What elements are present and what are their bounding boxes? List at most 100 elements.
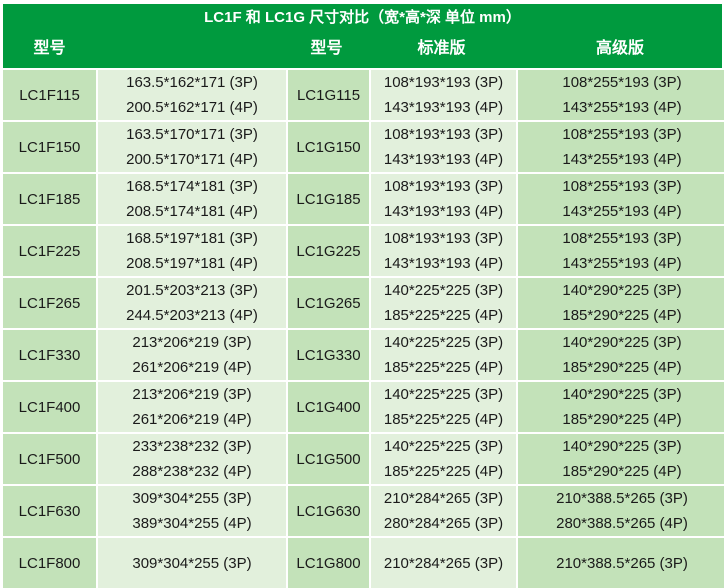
cell-text: LC1G500 bbox=[296, 450, 361, 468]
cell-text: 163.5*162*171 (3P) bbox=[126, 74, 258, 91]
cell-dims-premium: 108*255*193 (3P) 143*255*193 (4P) bbox=[518, 174, 724, 224]
cell-text: LC1F265 bbox=[18, 294, 81, 312]
cell-model-f: LC1F185 bbox=[3, 174, 96, 224]
cell-text: LC1F800 bbox=[18, 554, 81, 572]
cell-dims-f: 201.5*203*213 (3P) 244.5*203*213 (4P) bbox=[98, 278, 286, 328]
cell-text: 108*255*193 (3P) bbox=[562, 230, 682, 247]
cell-dims-standard: 108*193*193 (3P) 143*193*193 (4P) bbox=[371, 122, 516, 172]
cell-text: LC1F330 bbox=[18, 346, 81, 364]
cell-text: LC1F185 bbox=[18, 190, 81, 208]
cell-model-g: LC1G185 bbox=[288, 174, 369, 224]
cell-text: 233*238*232 (3P) bbox=[132, 438, 252, 455]
cell-text: 140*290*225 (3P) bbox=[562, 282, 682, 299]
cell-text: LC1G115 bbox=[296, 86, 361, 104]
cell-dims-f: 309*304*255 (3P) bbox=[98, 538, 286, 588]
cell-dims-f: 233*238*232 (3P) 288*238*232 (4P) bbox=[98, 434, 286, 484]
cell-dims-f: 168.5*197*181 (3P) 208.5*197*181 (4P) bbox=[98, 226, 286, 276]
cell-model-g: LC1G115 bbox=[288, 70, 369, 120]
cell-dims-premium: 140*290*225 (3P) 185*290*225 (4P) bbox=[518, 434, 724, 484]
cell-text: 185*290*225 (4P) bbox=[562, 463, 682, 480]
cell-text: 210*388.5*265 (3P) bbox=[556, 554, 688, 572]
cell-text: 143*193*193 (4P) bbox=[383, 99, 504, 116]
cell-text: LC1F630 bbox=[18, 502, 81, 520]
cell-model-f: LC1F330 bbox=[3, 330, 96, 380]
cell-model-g: LC1G800 bbox=[288, 538, 369, 588]
cell-text: 140*225*225 (3P) bbox=[383, 282, 504, 299]
cell-text: 163.5*170*171 (3P) bbox=[126, 126, 258, 143]
cell-dims-premium: 210*388.5*265 (3P) 280*388.5*265 (4P) bbox=[518, 486, 724, 536]
cell-text: 185*225*225 (4P) bbox=[383, 463, 504, 480]
cell-text: 185*225*225 (4P) bbox=[383, 359, 504, 376]
cell-dims-f: 163.5*170*171 (3P) 200.5*170*171 (4P) bbox=[98, 122, 286, 172]
header-model-f: 型号 bbox=[33, 40, 66, 57]
cell-model-g: LC1G630 bbox=[288, 486, 369, 536]
cell-text: 208.5*174*181 (4P) bbox=[126, 203, 258, 220]
cell-text: 140*290*225 (3P) bbox=[562, 438, 682, 455]
cell-text: 309*304*255 (3P) bbox=[132, 554, 252, 572]
cell-text: 140*290*225 (3P) bbox=[562, 386, 682, 403]
cell-text: 108*255*193 (3P) bbox=[562, 126, 682, 143]
cell-text: LC1G630 bbox=[296, 502, 361, 520]
header-premium: 高级版 bbox=[595, 40, 644, 57]
cell-text: 168.5*174*181 (3P) bbox=[126, 178, 258, 195]
cell-text: 108*193*193 (3P) bbox=[383, 74, 504, 91]
cell-dims-standard: 210*284*265 (3P) 280*284*265 (3P) bbox=[371, 486, 516, 536]
cell-text: 213*206*219 (3P) bbox=[132, 334, 252, 351]
cell-text: 185*290*225 (4P) bbox=[562, 307, 682, 324]
cell-text: 213*206*219 (3P) bbox=[132, 386, 252, 403]
cell-text: LC1F500 bbox=[18, 450, 81, 468]
cell-text: 309*304*255 (3P) bbox=[132, 490, 252, 507]
cell-text: 210*284*265 (3P) bbox=[383, 554, 504, 572]
cell-model-g: LC1G265 bbox=[288, 278, 369, 328]
cell-text: 185*290*225 (4P) bbox=[562, 411, 682, 428]
comparison-table: LC1F115 163.5*162*171 (3P) 200.5*162*171 (… bbox=[3, 70, 724, 588]
cell-text: 244.5*203*213 (4P) bbox=[126, 307, 258, 324]
cell-text: 185*225*225 (4P) bbox=[383, 307, 504, 324]
cell-text: 140*225*225 (3P) bbox=[383, 386, 504, 403]
cell-text: 108*193*193 (3P) bbox=[383, 126, 504, 143]
cell-text: 210*284*265 (3P) bbox=[383, 490, 504, 507]
cell-text: LC1F225 bbox=[18, 242, 81, 260]
cell-text: 143*193*193 (4P) bbox=[383, 151, 504, 168]
cell-dims-f: 309*304*255 (3P) 389*304*255 (4P) bbox=[98, 486, 286, 536]
cell-text: 143*255*193 (4P) bbox=[562, 99, 682, 116]
cell-dims-standard: 140*225*225 (3P) 185*225*225 (4P) bbox=[371, 434, 516, 484]
cell-text: LC1G400 bbox=[296, 398, 361, 416]
cell-text: LC1G800 bbox=[296, 554, 361, 572]
cell-text: 108*255*193 (3P) bbox=[562, 74, 682, 91]
cell-model-f: LC1F115 bbox=[3, 70, 96, 120]
cell-dims-standard: 108*193*193 (3P) 143*193*193 (4P) bbox=[371, 226, 516, 276]
cell-text: 280*388.5*265 (4P) bbox=[556, 515, 688, 532]
cell-dims-premium: 210*388.5*265 (3P) bbox=[518, 538, 724, 588]
cell-model-g: LC1G400 bbox=[288, 382, 369, 432]
cell-model-f: LC1F150 bbox=[3, 122, 96, 172]
cell-model-f: LC1F265 bbox=[3, 278, 96, 328]
cell-model-f: LC1F630 bbox=[3, 486, 96, 536]
cell-text: LC1F400 bbox=[18, 398, 81, 416]
cell-text: LC1G225 bbox=[296, 242, 361, 260]
cell-text: LC1F150 bbox=[18, 138, 81, 156]
cell-text: 143*193*193 (4P) bbox=[383, 255, 504, 272]
cell-dims-premium: 108*255*193 (3P) 143*255*193 (4P) bbox=[518, 226, 724, 276]
cell-model-g: LC1G330 bbox=[288, 330, 369, 380]
cell-model-f: LC1F400 bbox=[3, 382, 96, 432]
cell-model-f: LC1F225 bbox=[3, 226, 96, 276]
cell-text: LC1G150 bbox=[296, 138, 361, 156]
cell-text: 140*225*225 (3P) bbox=[383, 438, 504, 455]
cell-dims-premium: 140*290*225 (3P) 185*290*225 (4P) bbox=[518, 278, 724, 328]
cell-dims-standard: 140*225*225 (3P) 185*225*225 (4P) bbox=[371, 278, 516, 328]
cell-dims-standard: 108*193*193 (3P) 143*193*193 (4P) bbox=[371, 174, 516, 224]
cell-text: 168.5*197*181 (3P) bbox=[126, 230, 258, 247]
cell-text: 288*238*232 (4P) bbox=[132, 463, 252, 480]
cell-text: 280*284*265 (3P) bbox=[383, 515, 504, 532]
table-header-row: 型号 型号 标准版 高级版 bbox=[3, 30, 722, 68]
cell-text: 389*304*255 (4P) bbox=[132, 515, 252, 532]
cell-model-f: LC1F500 bbox=[3, 434, 96, 484]
cell-dims-f: 168.5*174*181 (3P) 208.5*174*181 (4P) bbox=[98, 174, 286, 224]
cell-text: LC1G185 bbox=[296, 190, 361, 208]
cell-dims-f: 163.5*162*171 (3P) 200.5*162*171 (4P) bbox=[98, 70, 286, 120]
cell-text: 210*388.5*265 (3P) bbox=[556, 490, 688, 507]
cell-text: 143*255*193 (4P) bbox=[562, 151, 682, 168]
cell-text: 143*255*193 (4P) bbox=[562, 255, 682, 272]
cell-dims-standard: 108*193*193 (3P) 143*193*193 (4P) bbox=[371, 70, 516, 120]
